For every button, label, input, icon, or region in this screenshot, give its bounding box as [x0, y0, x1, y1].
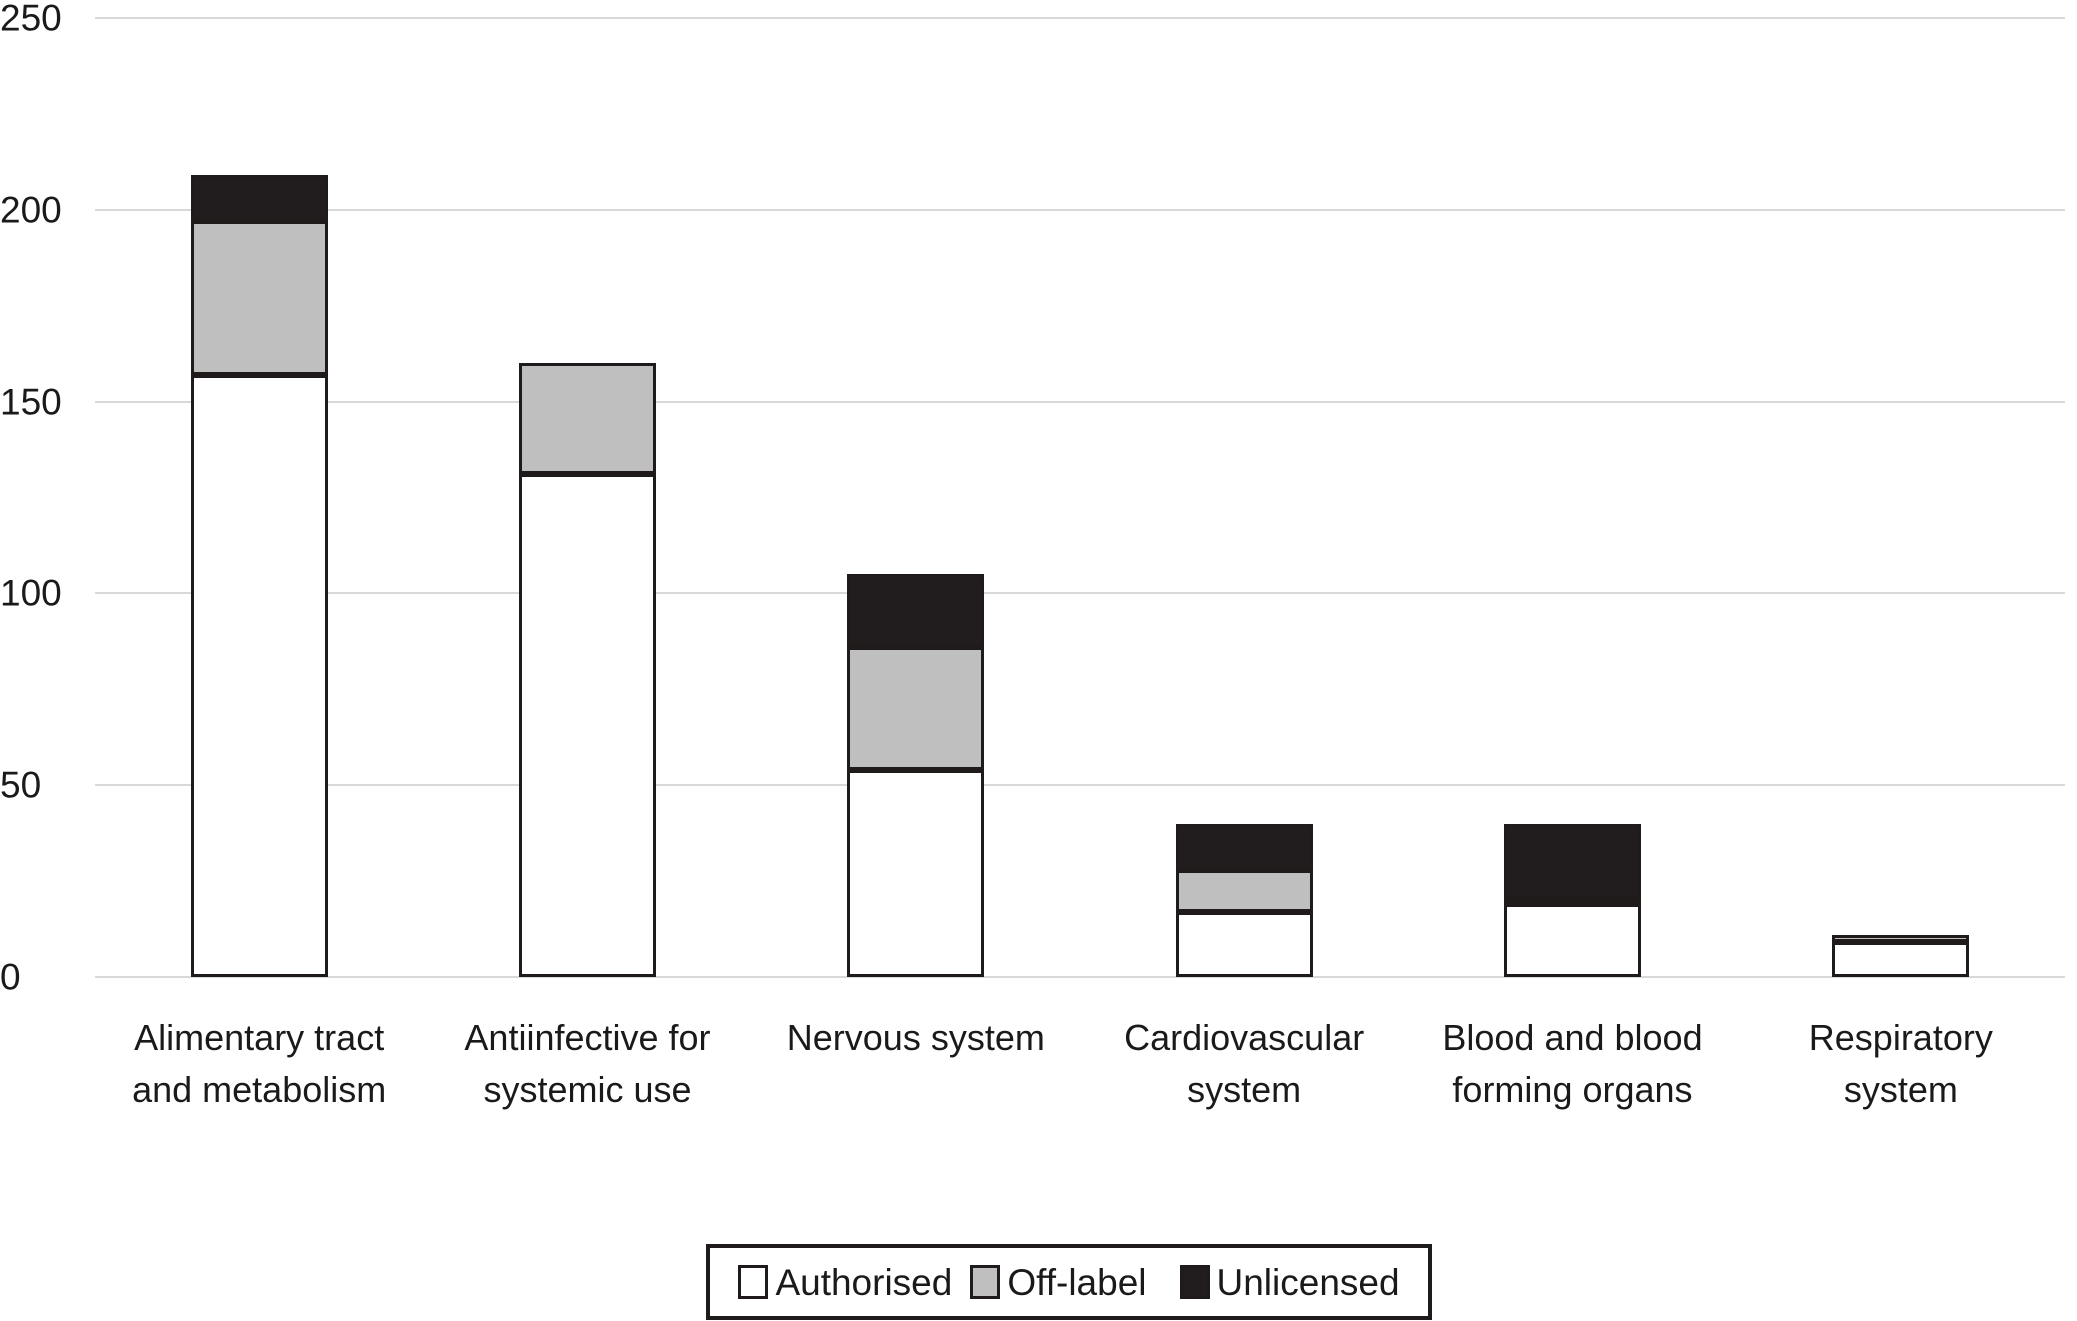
bar-segment-authorised-2 [519, 474, 656, 977]
gridline-y-250 [95, 17, 2065, 19]
x-category-label-1: Alimentary tract and metabolism [132, 1017, 387, 1111]
bar-segment-authorised-5 [1504, 904, 1641, 977]
unlicensed-swatch-icon [1179, 1265, 1210, 1299]
y-tick-label-150: 150 [0, 381, 62, 423]
legend-label-authorised: Authorised [775, 1261, 953, 1303]
x-category-label-6: Respiratory system [1808, 1017, 1993, 1111]
bar-segment-off-label-1 [190, 221, 328, 375]
bar-segment-authorised-6 [1832, 942, 1970, 977]
legend-item-authorised: Authorised [738, 1264, 952, 1301]
bar-segment-off-label-4 [1175, 869, 1313, 912]
bar-segment-authorised-3 [847, 769, 985, 977]
x-category-label-3: Nervous system [786, 1017, 1045, 1058]
y-tick-label-200: 200 [0, 189, 62, 231]
gridline-y-150 [95, 400, 2065, 403]
bar-segment-authorised-4 [1175, 911, 1313, 977]
x-category-label-5: Blood and blood forming organs [1442, 1017, 1703, 1111]
bar-segment-unlicensed-1 [190, 175, 328, 222]
plot-area [95, 17, 2065, 978]
gridline-y-200 [95, 208, 2065, 211]
off-label-swatch-icon [970, 1265, 1001, 1299]
x-category-label-2: Antiinfective for systemic use [464, 1017, 711, 1111]
legend-item-unlicensed: Unlicensed [1179, 1261, 1400, 1303]
x-category-label-4: Cardiovascular system [1124, 1017, 1365, 1111]
bar-segment-off-label-3 [847, 647, 985, 770]
bar-segment-unlicensed-3 [847, 574, 985, 648]
y-tick-label-50: 50 [0, 764, 42, 806]
gridline-y-50 [95, 784, 2065, 787]
y-tick-label-250: 250 [0, 0, 62, 39]
legend-label-off-label: Off-label [1007, 1261, 1147, 1303]
bar-segment-authorised-1 [190, 374, 328, 977]
bar-segment-unlicensed-5 [1504, 823, 1641, 901]
bar-segment-unlicensed-4 [1175, 823, 1313, 870]
y-tick-label-0: 0 [0, 956, 21, 998]
y-tick-label-100: 100 [0, 572, 62, 614]
bar-segment-off-label-2 [519, 363, 656, 475]
gridline-y-0 [95, 976, 2065, 978]
legend-label-unlicensed: Unlicensed [1216, 1261, 1400, 1303]
chart-legend: Authorised Off-label Unlicensed [706, 1244, 1432, 1320]
bar-segment-off-label-6 [1832, 934, 1970, 943]
legend-item-off-label: Off-label [970, 1261, 1147, 1303]
gridline-y-100 [95, 592, 2065, 595]
authorised-swatch-icon [738, 1265, 769, 1299]
